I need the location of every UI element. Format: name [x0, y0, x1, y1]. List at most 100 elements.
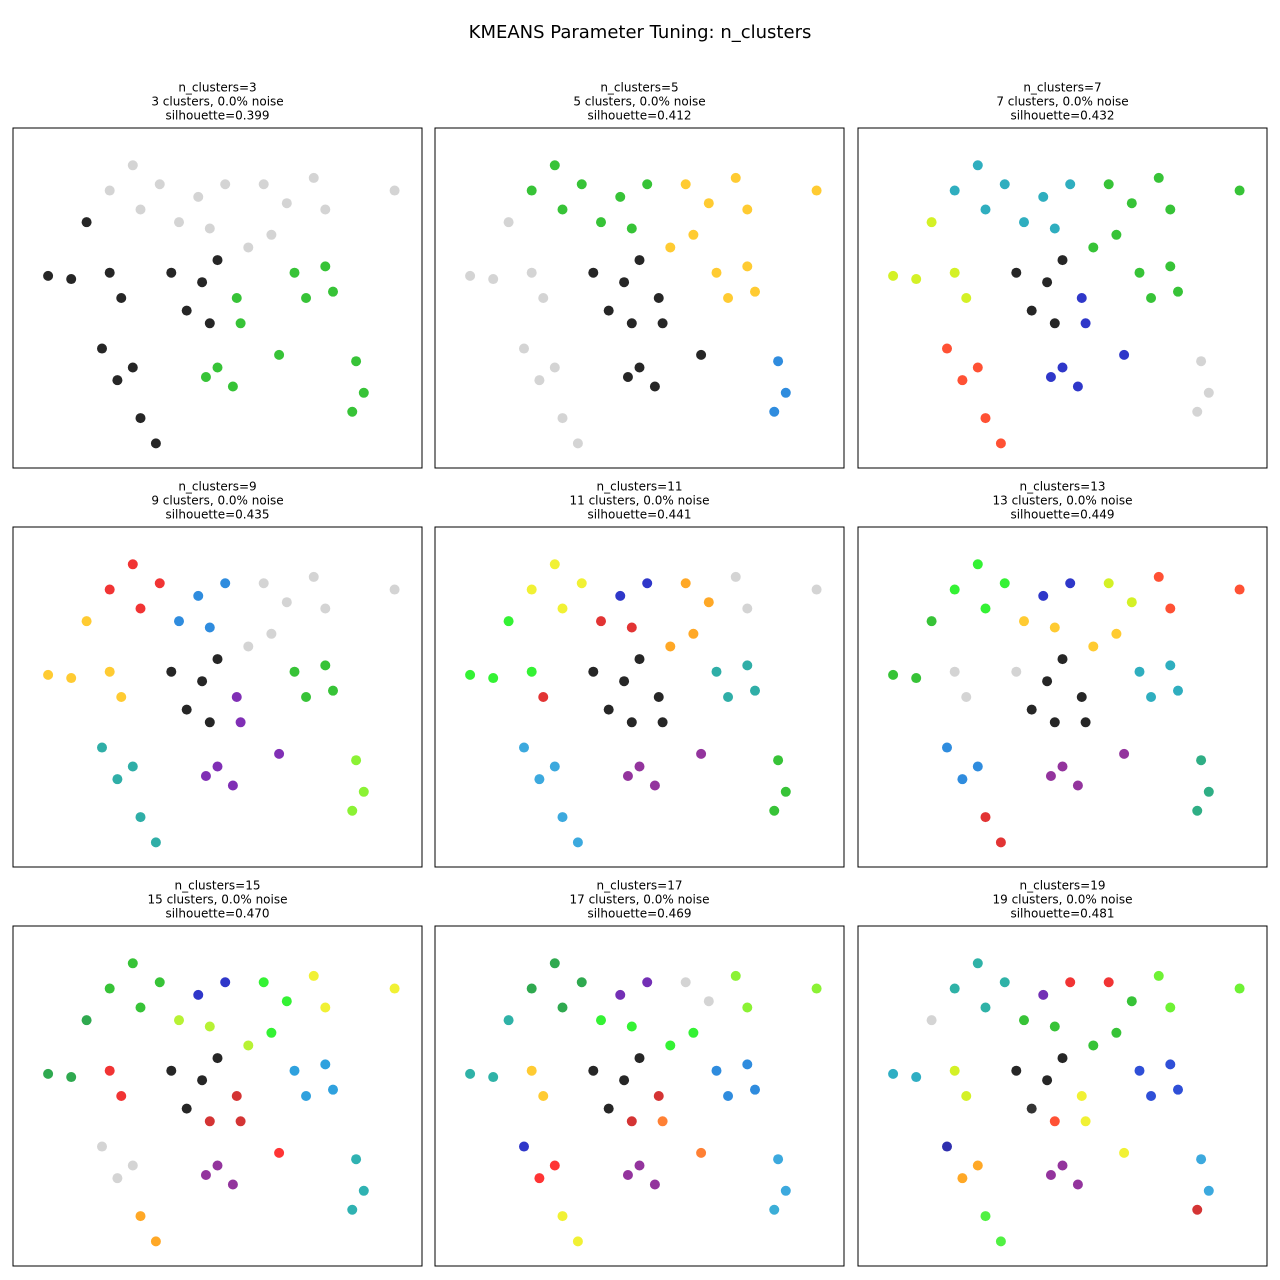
- point: [1057, 255, 1068, 266]
- point: [358, 387, 369, 398]
- point: [235, 318, 246, 329]
- point: [942, 1141, 952, 1152]
- point: [688, 229, 699, 240]
- point: [1146, 692, 1157, 702]
- point: [274, 1147, 285, 1158]
- point: [1042, 1075, 1053, 1086]
- point: [351, 755, 362, 766]
- axes-frame: [857, 127, 1268, 469]
- point: [961, 293, 972, 303]
- subplot-title: n_clusters=17: [597, 879, 683, 893]
- point: [127, 559, 138, 570]
- subplot-title: silhouette=0.481: [1010, 907, 1114, 921]
- point: [961, 1091, 972, 1101]
- subplot-title: 3 clusters, 0.0% noise: [151, 95, 283, 109]
- point: [1065, 578, 1076, 589]
- point: [235, 717, 246, 728]
- point: [572, 438, 583, 449]
- point: [888, 1068, 899, 1079]
- point: [730, 970, 741, 981]
- point: [181, 1103, 192, 1114]
- point: [320, 1059, 331, 1070]
- point: [204, 1021, 215, 1032]
- point: [1173, 1084, 1183, 1095]
- point: [665, 242, 676, 253]
- point: [1103, 578, 1114, 589]
- point: [588, 1065, 599, 1076]
- point: [773, 356, 784, 367]
- point: [150, 1236, 161, 1247]
- point: [166, 666, 177, 677]
- point: [723, 1091, 734, 1101]
- subplot-title: n_clusters=11: [597, 480, 683, 494]
- point: [220, 578, 231, 589]
- point: [769, 406, 780, 417]
- point: [557, 1211, 568, 1222]
- point: [193, 590, 204, 601]
- point: [43, 270, 54, 281]
- point: [911, 274, 922, 285]
- point: [680, 578, 691, 589]
- point: [911, 1072, 922, 1083]
- point: [972, 1160, 983, 1171]
- point: [1019, 1015, 1029, 1026]
- point: [1042, 277, 1053, 288]
- point: [1088, 242, 1099, 253]
- subplot-title: 9 clusters, 0.0% noise: [151, 494, 283, 508]
- point: [680, 977, 691, 988]
- point: [227, 780, 238, 791]
- point: [127, 1160, 138, 1171]
- point: [888, 270, 899, 281]
- point: [104, 584, 115, 595]
- figure-title: KMEANS Parameter Tuning: n_clusters: [469, 22, 812, 43]
- point: [619, 277, 630, 288]
- subplot-title: n_clusters=3: [178, 81, 256, 95]
- point: [1019, 217, 1029, 228]
- point: [166, 267, 177, 278]
- point: [1057, 1160, 1068, 1171]
- point: [1065, 179, 1076, 190]
- point: [626, 622, 637, 633]
- subplot-title: n_clusters=15: [175, 879, 261, 893]
- point: [1165, 660, 1176, 671]
- point: [181, 305, 192, 316]
- point: [634, 1160, 645, 1171]
- point: [1111, 628, 1122, 639]
- point: [703, 198, 714, 209]
- point: [320, 1002, 331, 1013]
- point: [104, 1065, 115, 1076]
- point: [1076, 293, 1087, 303]
- point: [243, 242, 254, 253]
- point: [66, 274, 77, 285]
- point: [1234, 584, 1245, 595]
- point: [742, 1059, 753, 1070]
- point: [503, 1015, 514, 1026]
- point: [212, 1160, 223, 1171]
- point: [634, 1053, 645, 1064]
- point: [488, 274, 499, 285]
- point: [274, 748, 285, 759]
- subplot: n_clusters=99 clusters, 0.0% noisesilhou…: [12, 480, 423, 868]
- point: [634, 654, 645, 665]
- subplot: n_clusters=55 clusters, 0.0% noisesilhou…: [434, 81, 845, 469]
- subplot-title: silhouette=0.435: [165, 508, 269, 522]
- point: [995, 1236, 1006, 1247]
- point: [1072, 780, 1083, 791]
- point: [258, 578, 269, 589]
- point: [1173, 685, 1183, 696]
- point: [742, 1002, 753, 1013]
- point: [1038, 989, 1049, 1000]
- point: [665, 641, 676, 652]
- point: [358, 1185, 369, 1196]
- point: [81, 217, 92, 228]
- point: [999, 179, 1010, 190]
- point: [642, 578, 653, 589]
- point: [723, 293, 734, 303]
- point: [888, 669, 899, 680]
- point: [135, 812, 146, 823]
- point: [465, 270, 476, 281]
- point: [1119, 1147, 1130, 1158]
- point: [301, 1091, 312, 1101]
- point: [127, 958, 138, 969]
